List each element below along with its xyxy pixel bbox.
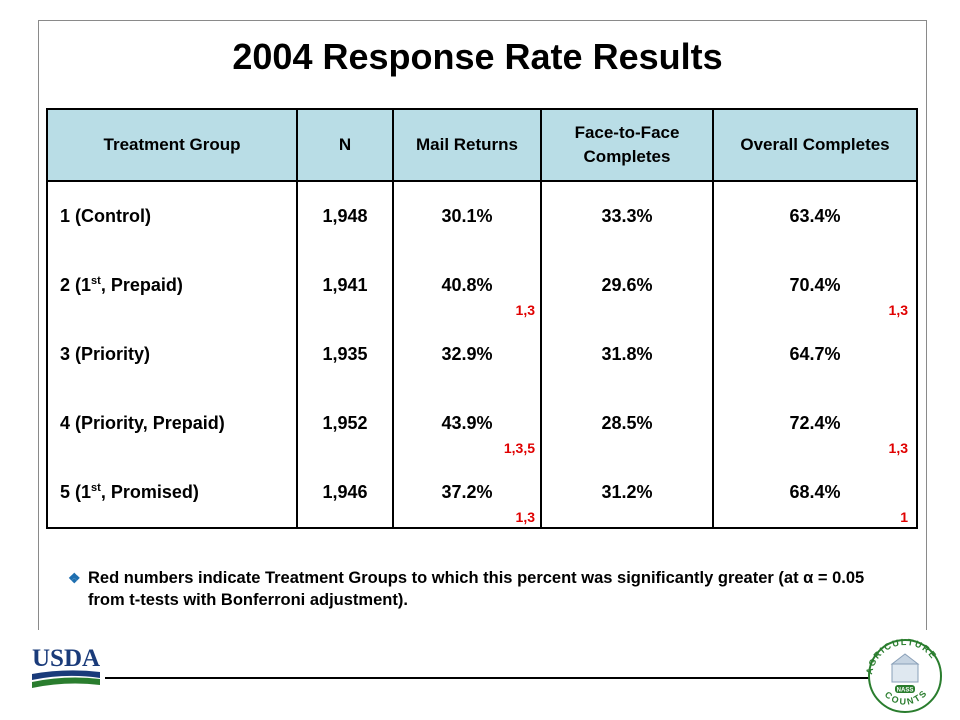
table-row: 2 (1st, Prepaid) 1,941 40.8% 1,3 29.6% 70.4% 1… xyxy=(46,251,918,320)
header-n: N xyxy=(296,108,394,182)
footnote: ❖ Red numbers indicate Treatment Groups … xyxy=(68,567,868,611)
header-face-to-face: Face-to-Face Completes xyxy=(540,108,714,182)
cell-overall: 64.7% xyxy=(712,320,918,389)
group-label: 5 (1 xyxy=(60,482,92,502)
table-row: 4 (Priority, Prepaid) 1,952 43.9% 1,3,5 28.5… xyxy=(46,389,918,458)
agriculture-counts-logo: AGRICULTURE COUNTS NASS xyxy=(864,637,942,713)
cell-treatment-group: 5 (1st, Promised) xyxy=(46,458,298,529)
significance-marker: 1,3,5 xyxy=(503,440,535,456)
significance-marker: 1 xyxy=(900,509,908,525)
cell-n: 1,952 xyxy=(296,389,394,458)
usda-logo: USDA xyxy=(32,645,100,688)
group-label-superscript: st xyxy=(91,482,101,494)
group-label-suffix: , Promised) xyxy=(100,482,199,502)
cell-overall: 68.4% 1 xyxy=(712,458,918,529)
cell-face-to-face: 29.6% xyxy=(540,251,714,320)
cell-n: 1,948 xyxy=(296,181,394,251)
group-label: 2 (1 xyxy=(60,275,92,295)
cell-treatment-group: 3 (Priority) xyxy=(46,320,298,389)
overall-value: 64.7% xyxy=(789,344,841,364)
ag-logo-center-text: NASS xyxy=(897,688,914,694)
cell-overall: 70.4% 1,3 xyxy=(712,251,918,320)
cell-face-to-face: 33.3% xyxy=(540,181,714,251)
significance-marker: 1,3 xyxy=(515,302,535,318)
mail-returns-value: 40.8% xyxy=(441,275,493,295)
header-overall: Overall Completes xyxy=(712,108,918,182)
table-body: 1 (Control) 1,948 30.1% 33.3% 63.4% 2 (1st, P… xyxy=(46,181,918,529)
cell-treatment-group: 2 (1st, Prepaid) xyxy=(46,251,298,320)
cell-mail-returns: 40.8% 1,3 xyxy=(392,251,542,320)
cell-face-to-face: 31.8% xyxy=(540,320,714,389)
table-row: 5 (1st, Promised) 1,946 37.2% 1,3 31.2% 68.4%… xyxy=(46,458,918,529)
header-treatment-group: Treatment Group xyxy=(46,108,298,182)
cell-face-to-face: 28.5% xyxy=(540,389,714,458)
cell-overall: 72.4% 1,3 xyxy=(712,389,918,458)
results-table: Treatment Group N Mail Returns Face-to-F… xyxy=(46,108,918,529)
cell-overall: 63.4% xyxy=(712,181,918,251)
group-label-suffix: , Prepaid) xyxy=(100,275,183,295)
cell-n: 1,935 xyxy=(296,320,394,389)
mail-returns-value: 32.9% xyxy=(441,344,493,364)
group-label: 1 (Control) xyxy=(60,206,151,226)
mail-returns-value: 30.1% xyxy=(441,206,493,226)
cell-n: 1,946 xyxy=(296,458,394,529)
overall-value: 72.4% xyxy=(789,413,841,433)
table-row: 1 (Control) 1,948 30.1% 33.3% 63.4% xyxy=(46,181,918,251)
header-mail-returns: Mail Returns xyxy=(392,108,542,182)
significance-marker: 1,3 xyxy=(515,509,535,525)
table-header-row: Treatment Group N Mail Returns Face-to-F… xyxy=(46,108,918,182)
cell-treatment-group: 4 (Priority, Prepaid) xyxy=(46,389,298,458)
overall-value: 68.4% xyxy=(789,482,841,502)
diamond-bullet-icon: ❖ xyxy=(68,570,81,586)
mail-returns-value: 37.2% xyxy=(441,482,493,502)
cell-treatment-group: 1 (Control) xyxy=(46,181,298,251)
group-label: 3 (Priority) xyxy=(60,344,151,364)
footnote-text: Red numbers indicate Treatment Groups to… xyxy=(88,569,865,609)
slide-title: 2004 Response Rate Results xyxy=(232,36,723,77)
cell-face-to-face: 31.2% xyxy=(540,458,714,529)
usda-logo-text: USDA xyxy=(32,645,100,672)
overall-value: 70.4% xyxy=(789,275,841,295)
cell-mail-returns: 30.1% xyxy=(392,181,542,251)
mail-returns-value: 43.9% xyxy=(441,413,493,433)
cell-n: 1,941 xyxy=(296,251,394,320)
table-row: 3 (Priority) 1,935 32.9% 31.8% 64.7% xyxy=(46,320,918,389)
group-label-superscript: st xyxy=(91,275,101,287)
cell-mail-returns: 43.9% 1,3,5 xyxy=(392,389,542,458)
significance-marker: 1,3 xyxy=(888,302,908,318)
footer-rule xyxy=(105,677,869,679)
significance-marker: 1,3 xyxy=(888,440,908,456)
cell-mail-returns: 32.9% xyxy=(392,320,542,389)
cell-mail-returns: 37.2% 1,3 xyxy=(392,458,542,529)
group-label: 4 (Priority, Prepaid) xyxy=(60,413,225,433)
overall-value: 63.4% xyxy=(789,206,841,226)
